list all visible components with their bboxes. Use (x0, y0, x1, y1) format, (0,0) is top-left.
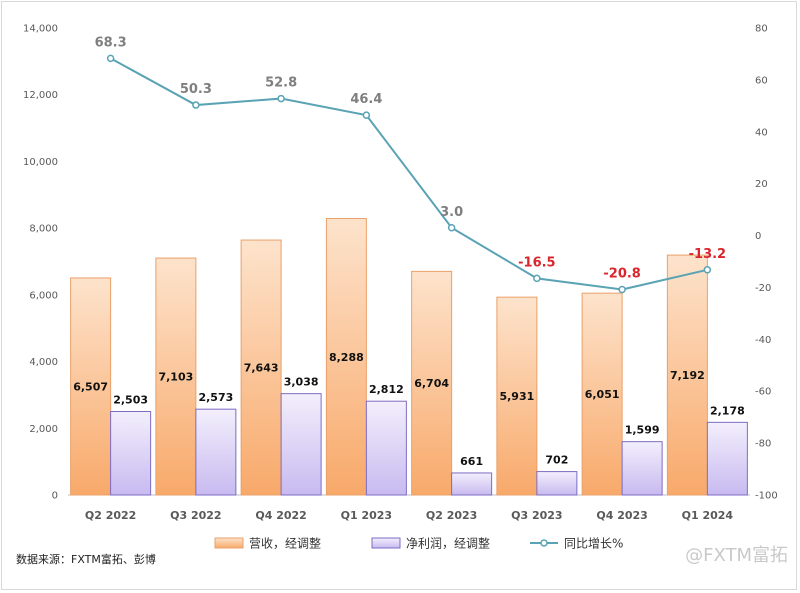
profit-data-label: 3,038 (284, 376, 319, 389)
right-axis-tick-label: 0 (755, 231, 761, 242)
profit-bar (365, 400, 407, 496)
left-axis-tick-label: 14,000 (23, 24, 58, 35)
growth-line-layer (106, 54, 712, 294)
growth-data-label: 52.8 (265, 76, 297, 91)
legend-swatch-profit (371, 537, 401, 549)
x-axis-tick-label: Q2 2023 (426, 509, 477, 522)
growth-data-label: 46.4 (350, 92, 382, 107)
revenue-bar (155, 257, 197, 496)
legend-marker-line (540, 539, 548, 547)
growth-data-label: 68.3 (95, 35, 127, 50)
revenue-data-label: 6,507 (73, 380, 108, 393)
left-axis-tick-label: 12,000 (23, 90, 58, 101)
growth-point (618, 285, 626, 294)
profit-bar (706, 421, 748, 496)
profit-bar (536, 471, 578, 496)
legend-label: 净利润，经调整 (406, 536, 490, 551)
profit-data-label: 2,178 (710, 404, 745, 417)
right-axis-tick-label: 60 (755, 75, 768, 86)
growth-point (362, 111, 371, 119)
revenue-bar (666, 254, 708, 496)
x-axis-tick-label: Q2 2022 (85, 509, 136, 522)
left-axis-tick-label: 10,000 (23, 157, 58, 168)
growth-data-label: -16.5 (518, 255, 555, 270)
profit-bar (451, 472, 493, 496)
x-axis-tick-label: Q1 2024 (682, 509, 734, 522)
profit-data-label: 2,573 (198, 391, 233, 404)
right-axis-tick-label: 20 (755, 179, 768, 190)
growth-data-label: 50.3 (180, 82, 212, 97)
right-axis-tick-label: -80 (755, 439, 771, 450)
right-axis-tick-label: -40 (755, 335, 771, 346)
x-axis-tick-label: Q3 2023 (511, 509, 562, 522)
legend-swatch-revenue (214, 537, 244, 549)
revenue-data-label: 6,051 (585, 388, 620, 401)
revenue-bar (581, 292, 623, 496)
watermark: @FXTM富拓 (685, 545, 788, 566)
growth-point (533, 274, 541, 283)
profit-bar (621, 441, 663, 496)
profit-data-label: 702 (545, 454, 568, 467)
growth-data-label: 3.0 (440, 205, 463, 220)
left-axis-tick-label: 2,000 (29, 424, 58, 435)
left-axis-tick-label: 6,000 (29, 290, 58, 301)
revenue-bar (240, 239, 282, 496)
growth-point (277, 94, 285, 103)
revenue-data-label: 8,288 (329, 351, 364, 364)
legend-label: 同比增长% (564, 537, 623, 551)
right-axis-tick-label: -20 (755, 283, 771, 294)
profit-data-label: 661 (460, 455, 483, 468)
legend-label: 营收，经调整 (249, 536, 321, 551)
growth-point (106, 54, 115, 63)
profit-bar (280, 393, 322, 496)
growth-point (447, 224, 456, 232)
revenue-data-label: 5,931 (499, 390, 534, 403)
right-axis-tick-label: 40 (755, 127, 768, 138)
right-axis-tick-label: -100 (755, 491, 778, 502)
growth-data-label: -13.2 (689, 247, 726, 262)
legend: 营收，经调整 净利润，经调整 同比增长% (214, 536, 623, 551)
x-axis-tick-label: Q4 2022 (255, 509, 306, 522)
right-axis-tick-label: -60 (755, 387, 771, 398)
left-axis-tick-label: 0 (52, 491, 58, 502)
revenue-data-label: 6,704 (414, 377, 449, 390)
profit-data-label: 2,503 (113, 394, 148, 407)
source-note: 数据来源：FXTM富拓、彭博 (16, 553, 156, 566)
revenue-data-label: 7,103 (158, 371, 193, 384)
left-axis-tick-label: 4,000 (29, 357, 58, 368)
revenue-data-label: 7,643 (244, 362, 279, 375)
revenue-bar (411, 270, 453, 496)
revenue-bar (70, 277, 112, 496)
bars (70, 218, 748, 496)
revenue-data-label: 7,192 (670, 369, 705, 382)
x-axis-tick-label: Q1 2023 (341, 509, 392, 522)
growth-point (703, 266, 712, 274)
profit-data-label: 1,599 (625, 424, 660, 437)
growth-line (110, 57, 708, 291)
right-axis-tick-label: 80 (755, 24, 768, 35)
revenue-bar (325, 218, 367, 496)
x-axis-tick-label: Q3 2022 (170, 509, 221, 522)
profit-bar (110, 411, 152, 496)
profit-bar (195, 408, 237, 496)
growth-point (192, 101, 200, 109)
x-axis-tick-label: Q4 2023 (596, 509, 647, 522)
left-axis-tick-label: 8,000 (29, 224, 58, 235)
data-labels: 6,507 2,503 7,103 2,573 7,643 3,038 8,288 2,812… (73, 35, 745, 468)
revenue-bar (496, 296, 538, 496)
profit-data-label: 2,812 (369, 383, 404, 396)
growth-data-label: -20.8 (603, 267, 640, 282)
